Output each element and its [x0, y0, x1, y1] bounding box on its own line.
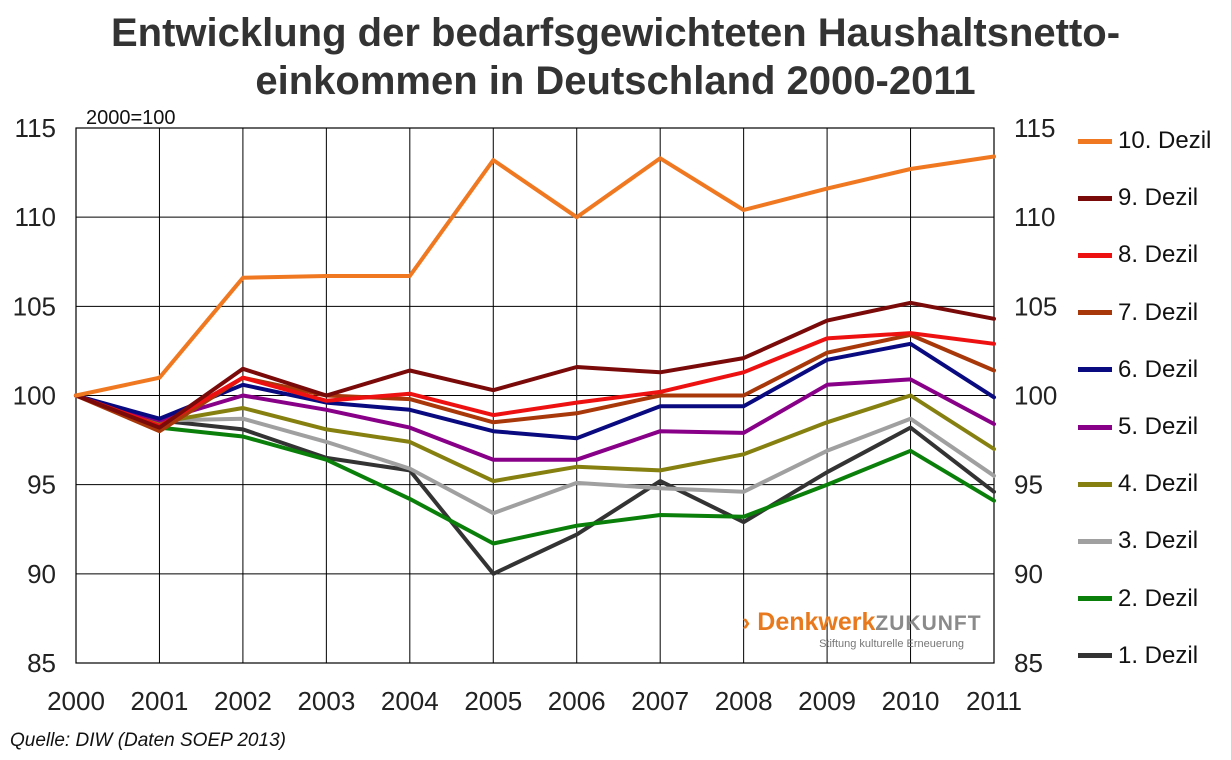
y-tick-label-left: 100 [13, 381, 56, 411]
index-note: 2000=100 [86, 107, 176, 129]
series-line-4-dezil [74, 393, 996, 484]
legend-label: 10. Dezil [1118, 127, 1212, 154]
y-tick-label-right: 90 [1014, 559, 1043, 589]
legend-swatch [1078, 596, 1112, 602]
legend-item: 1. Dezil [1078, 641, 1198, 671]
logo-text-zukunft: ZUKUNFT [875, 612, 982, 635]
legend-label: 2. Dezil [1118, 584, 1199, 612]
y-tick-label-right: 115 [1014, 113, 1055, 143]
y-tick-label-left: 115 [15, 113, 56, 143]
series-line-8-dezil [74, 331, 996, 428]
x-tick-label: 2005 [464, 686, 522, 716]
legend-item: 5. Dezil [1078, 412, 1198, 442]
y-tick-label-left: 85 [27, 648, 56, 678]
legend-label: 1. Dezil [1118, 641, 1199, 669]
y-tick-label-left: 110 [15, 202, 56, 232]
x-tick-label: 2011 [966, 686, 1022, 716]
x-tick-label: 2000 [47, 686, 105, 716]
legend-swatch [1078, 367, 1112, 373]
x-tick-label: 2006 [548, 686, 606, 716]
chart-title-line1: Entwicklung der bedarfsgewichteten Haush… [110, 11, 1121, 55]
legend-label: 9. Dezil [1118, 184, 1199, 212]
legend-item: 10. Dezil [1078, 126, 1211, 156]
legend-label: 5. Dezil [1118, 413, 1199, 440]
legend-label: 4. Dezil [1118, 470, 1199, 498]
y-tick-label-right: 85 [1014, 648, 1043, 678]
source-note: Quelle: DIW (Daten SOEP 2013) [10, 730, 286, 751]
legend-item: 6. Dezil [1078, 355, 1198, 385]
series-line-5-dezil [74, 377, 996, 462]
legend-swatch [1078, 195, 1112, 201]
legend-swatch [1078, 138, 1112, 144]
legend-item: 8. Dezil [1078, 240, 1198, 270]
y-tick-label-right: 100 [1014, 381, 1057, 411]
legend-item: 7. Dezil [1078, 298, 1198, 328]
series-line-1-dezil [74, 393, 996, 576]
legend-swatch [1078, 481, 1112, 487]
legend-swatch [1078, 424, 1112, 430]
legend-item: 3. Dezil [1078, 526, 1198, 556]
legend-label: 8. Dezil [1118, 241, 1199, 269]
series-line-6-dezil [74, 341, 996, 441]
series-line-3-dezil [74, 393, 996, 516]
y-tick-label-right: 110 [1014, 202, 1055, 232]
logo-arrow: › [742, 608, 751, 636]
x-tick-label: 2007 [631, 686, 689, 716]
y-tick-label-right: 95 [1014, 470, 1043, 500]
legend-swatch [1078, 310, 1112, 316]
legend-item: 2. Dezil [1078, 584, 1198, 614]
chart-title-line2: einkommen in Deutschland 2000-2011 [255, 59, 976, 103]
x-tick-label: 2008 [715, 686, 773, 716]
legend-label: 7. Dezil [1118, 298, 1199, 326]
denkwerk-zukunft-logo: › DenkwerkZUKUNFT Stiftung kulturelle Er… [742, 608, 981, 650]
legend-item: 4. Dezil [1078, 469, 1198, 499]
x-tick-label: 2001 [131, 686, 189, 716]
logo-subtitle: Stiftung kulturelle Erneuerung [819, 638, 964, 650]
y-tick-label-right: 105 [1014, 291, 1057, 321]
y-tick-label-left: 105 [13, 291, 56, 321]
legend-item: 9. Dezil [1078, 183, 1198, 213]
legend-swatch [1078, 653, 1112, 659]
legend-label: 6. Dezil [1118, 355, 1199, 383]
x-tick-label: 2010 [882, 686, 940, 716]
series-line-2-dezil [74, 393, 996, 546]
legend-label: 3. Dezil [1118, 527, 1199, 555]
series-line-9-dezil [74, 300, 996, 430]
series-line-10-dezil [74, 154, 996, 398]
x-tick-label: 2004 [381, 686, 439, 716]
x-tick-label: 2009 [798, 686, 856, 716]
x-tick-label: 2002 [214, 686, 272, 716]
legend-swatch [1078, 538, 1112, 544]
y-tick-label-left: 90 [27, 559, 56, 589]
logo-text-denkwerk: Denkwerk [757, 608, 876, 636]
y-tick-label-left: 95 [27, 470, 56, 500]
legend-swatch [1078, 252, 1112, 258]
x-tick-label: 2003 [297, 686, 355, 716]
